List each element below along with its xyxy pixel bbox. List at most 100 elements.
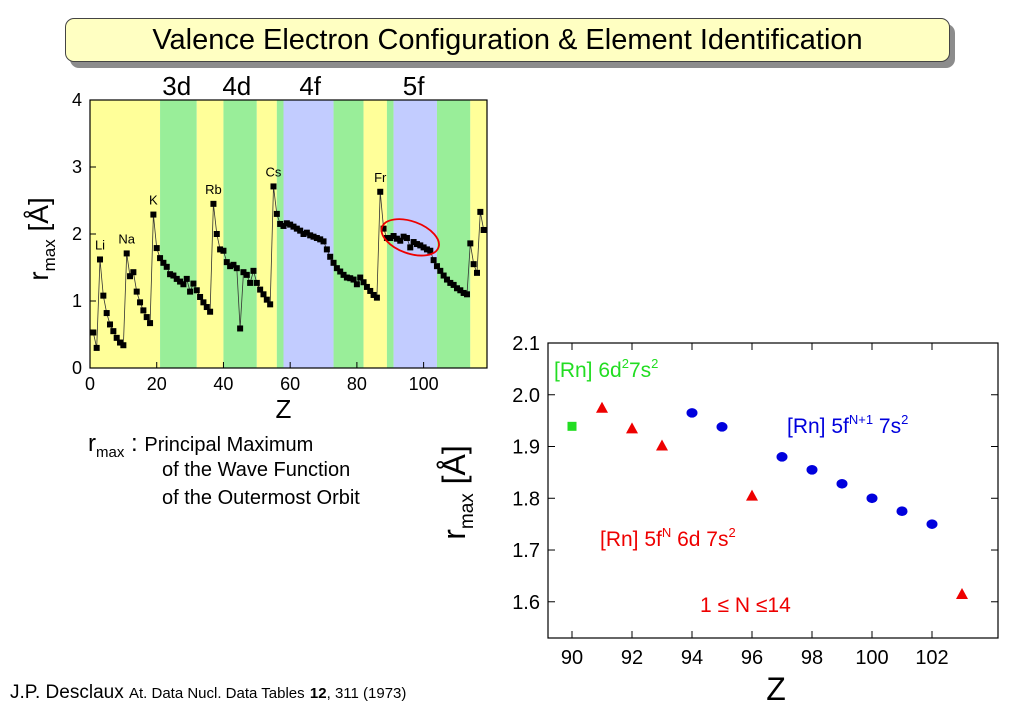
citation: J.P. Desclaux At. Data Nucl. Data Tables… <box>10 682 406 704</box>
data-point <box>160 259 167 266</box>
data-point <box>443 276 450 283</box>
data-point <box>243 271 250 278</box>
data-point <box>277 220 284 227</box>
y-axis-label: rmax [Å] <box>23 197 59 280</box>
data-point <box>470 261 477 268</box>
data-point <box>290 223 297 230</box>
data-point <box>433 263 440 270</box>
y-axis-label: rmax [Å] <box>436 445 478 540</box>
data-point <box>367 287 374 294</box>
data-point <box>253 279 260 286</box>
y-tick-label: 2.1 <box>512 333 540 355</box>
data-point <box>323 246 330 253</box>
x-tick-label: 102 <box>915 647 948 669</box>
data-point <box>353 281 360 288</box>
rmax-desc-line-1: Principal Maximum <box>144 434 314 456</box>
data-point <box>437 267 444 274</box>
data-point <box>250 267 257 274</box>
marker-circle <box>836 478 848 489</box>
data-point <box>217 246 224 253</box>
data-point <box>93 344 100 351</box>
x-axis-label: Z <box>276 394 292 424</box>
data-point <box>183 275 190 282</box>
data-point <box>267 301 274 308</box>
rmax-desc-line-2: of the Wave Function <box>162 459 351 481</box>
data-point <box>193 287 200 294</box>
data-point <box>467 240 474 247</box>
band-label-3d: 3d <box>162 71 191 101</box>
data-point <box>197 293 204 300</box>
y-tick-label: 1.7 <box>512 540 540 562</box>
citation-journal: At. Data Nucl. Data Tables <box>128 685 305 702</box>
x-tick-label: 96 <box>741 647 763 669</box>
data-point <box>213 231 220 237</box>
y-tick-label: 1.6 <box>512 592 540 614</box>
data-point <box>173 275 180 282</box>
marker-circle <box>866 493 878 504</box>
data-point <box>347 275 354 282</box>
y-tick-label: 1.9 <box>512 437 540 459</box>
y-tick-label: 3 <box>72 157 82 177</box>
data-point <box>280 222 287 229</box>
data-point <box>187 288 194 295</box>
x-axis-label: Z <box>766 671 786 707</box>
axis-layer-right: 90 92 94 96 98 100 102 1.6 1.7 1.8 1.9 2.0 2.1 Zrmax … <box>436 333 999 707</box>
marker-circle <box>716 422 728 432</box>
data-point <box>120 342 127 349</box>
data-point <box>333 265 340 272</box>
data-point <box>340 271 347 278</box>
y-tick-label: 0 <box>72 358 82 378</box>
band-green <box>436 100 471 368</box>
page-title: Valence Electron Configuration & Element… <box>152 23 863 56</box>
data-point <box>363 283 370 290</box>
data-point <box>283 220 290 227</box>
data-point <box>377 188 384 195</box>
element-label-Fr: Fr <box>374 170 387 185</box>
data-point <box>343 274 350 281</box>
marker-square <box>567 421 577 431</box>
band-yellow <box>470 100 487 368</box>
marker-triangle <box>746 489 758 501</box>
data-point <box>257 286 264 293</box>
y-tick-label: 2 <box>72 224 82 244</box>
marker-circle <box>896 506 908 517</box>
marker-circle <box>686 408 698 418</box>
y-tick-label: 1.8 <box>512 488 540 510</box>
data-point <box>477 208 484 215</box>
element-label-Cs: Cs <box>266 164 282 179</box>
data-point <box>370 291 377 298</box>
data-point <box>97 256 104 263</box>
data-point <box>373 294 380 301</box>
x-tick-label: 100 <box>409 374 439 394</box>
data-point <box>383 235 390 242</box>
data-point <box>140 307 147 314</box>
marker-circle <box>926 519 938 529</box>
data-point <box>117 339 124 346</box>
band-green <box>333 100 364 368</box>
element-label-Li: Li <box>95 237 105 252</box>
data-point <box>127 273 134 280</box>
y-tick-label: 4 <box>72 90 82 110</box>
data-point <box>453 285 460 292</box>
data-point <box>263 296 270 303</box>
data-point <box>190 280 197 287</box>
data-point <box>177 278 184 285</box>
band-label-layer: 3d 4d 4f 5f <box>162 71 425 101</box>
data-point <box>130 269 137 276</box>
data-point <box>360 279 367 286</box>
data-point <box>417 242 424 249</box>
x-tick-label: 90 <box>561 647 583 669</box>
data-point <box>200 299 207 306</box>
data-point <box>337 268 344 275</box>
data-point <box>297 227 304 234</box>
data-point <box>330 259 337 266</box>
data-point <box>457 287 464 294</box>
data-point <box>403 235 410 242</box>
data-point <box>420 244 427 251</box>
marker-triangle <box>626 422 638 434</box>
rmax-desc-line-3: of the Outermost Orbit <box>162 487 360 509</box>
data-point <box>310 233 317 240</box>
band-yellow <box>363 100 387 368</box>
data-point <box>463 291 470 298</box>
